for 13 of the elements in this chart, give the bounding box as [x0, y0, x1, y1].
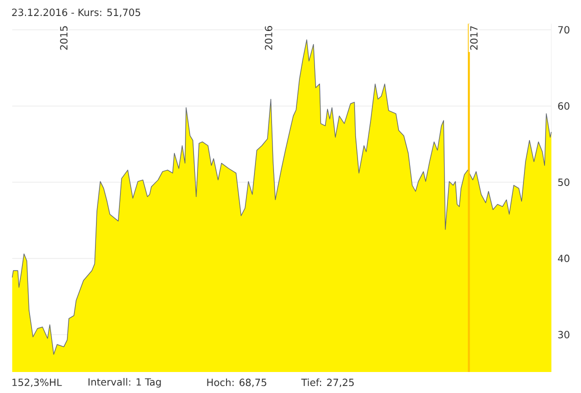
text: Tief: 27,25: [301, 378, 354, 388]
x-tick-label: 2015: [60, 26, 68, 50]
chart-title: 23.12.2016 - Kurs: 51,705: [12, 8, 140, 18]
y-tick-label: 50: [558, 178, 570, 186]
text: 152,3%HL: [12, 378, 62, 388]
y-tick-label: 70: [558, 26, 570, 34]
x-tick-label: 2017: [470, 26, 478, 50]
text: Intervall: 1 Tag: [88, 378, 161, 388]
y-tick-label: 40: [558, 254, 570, 262]
x-tick-label: 2016: [264, 26, 272, 50]
y-tick-label: 30: [558, 331, 570, 338]
text: Hoch: 68,75: [207, 378, 266, 388]
y-tick-label: 60: [558, 102, 570, 110]
